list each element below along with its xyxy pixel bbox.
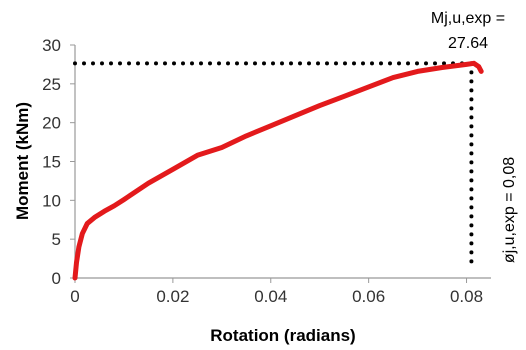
- x-tick-label: 0.08: [450, 287, 483, 306]
- y-tick-label: 25: [42, 75, 61, 94]
- y-tick-label: 30: [42, 36, 61, 55]
- peak-moment-label-line1: Mj,u,exp =: [431, 10, 505, 27]
- peak-rotation-label: øj,u,exp = 0,08: [501, 157, 518, 263]
- moment-rotation-curve: [72, 60, 484, 281]
- x-tick-label: 0.02: [156, 287, 189, 306]
- x-tick-label: 0.06: [352, 287, 385, 306]
- y-axis-title: Moment (kNm): [13, 102, 32, 220]
- y-tick-labels: 0 5 10 15 20 25 30: [42, 36, 75, 288]
- axes: [74, 45, 491, 279]
- x-tick-label: 0.04: [254, 287, 287, 306]
- x-axis-title: Rotation (radians): [210, 326, 355, 345]
- y-tick-label: 10: [42, 191, 61, 210]
- peak-guide-lines: [73, 61, 474, 272]
- y-tick-label: 0: [52, 269, 61, 288]
- y-tick-label: 15: [42, 153, 61, 172]
- x-tick-labels: 0 0.02 0.04 0.06 0.08: [70, 278, 483, 306]
- y-tick-label: 5: [52, 230, 61, 249]
- x-tick-label: 0: [70, 287, 79, 306]
- peak-moment-label-line2: 27.64: [448, 35, 488, 52]
- y-tick-label: 20: [42, 114, 61, 133]
